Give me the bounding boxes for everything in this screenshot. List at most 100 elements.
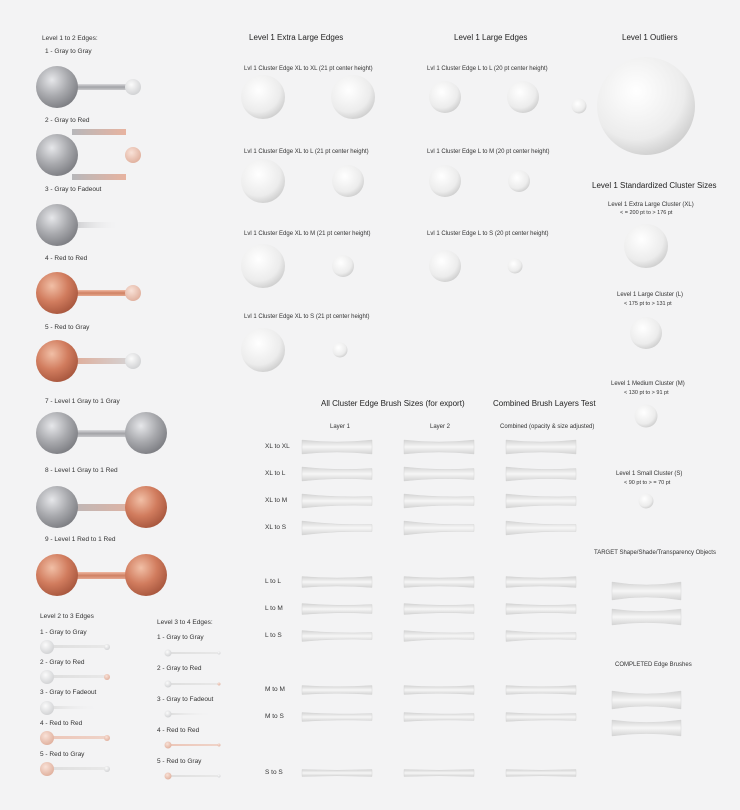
brush-row-label: XL to XL — [265, 443, 290, 450]
level2-red-to-gray — [40, 762, 110, 776]
brush-row-label: XL to L — [265, 470, 286, 477]
edge-label: 4 - Red to Red — [45, 255, 88, 262]
edge-brush-shape — [403, 439, 475, 455]
edge-red-to-red — [36, 272, 141, 314]
brush-row-label: L to M — [265, 605, 283, 612]
level2-to-3-title: Level 2 to 3 Edges — [40, 613, 94, 620]
target-shapes — [611, 581, 682, 737]
edge-level1-gray-to-red — [36, 486, 167, 528]
cluster-range: < = 200 pt to > 176 pt — [620, 210, 673, 216]
edge-brush-shape — [505, 439, 577, 455]
xl-to-s-clusters — [241, 328, 348, 372]
edge-brush-shape — [505, 712, 577, 722]
edge-red-to-gray — [36, 340, 141, 382]
large-edges-title: Level 1 Large Edges — [454, 33, 528, 42]
edge-brush-shape — [403, 603, 475, 615]
edge-brush-shape — [505, 493, 577, 509]
combined-title: Combined Brush Layers Test — [493, 399, 596, 408]
edge-gray-to-red — [36, 129, 141, 180]
level3-gray-to-red — [164, 680, 221, 688]
edge-brush-shape — [403, 466, 475, 482]
level3-gray-to-fadeout — [164, 710, 214, 718]
completed-brush — [611, 690, 682, 710]
edge-label: 1 - Gray to Gray — [40, 629, 87, 636]
target-shape — [611, 608, 682, 626]
cluster-name: Level 1 Small Cluster (S) — [616, 471, 683, 477]
edge-brush-shape — [301, 576, 373, 588]
edge-caption: Lvl 1 Cluster Edge XL to L (21 pt center… — [244, 149, 369, 155]
edge-brush-shape — [301, 712, 373, 722]
edge-brush-shape — [403, 493, 475, 509]
edge-brush-shape — [301, 769, 373, 777]
edge-label: 5 - Red to Gray — [157, 758, 202, 765]
edge-brush-shape — [301, 685, 373, 695]
edge-brush-shape — [301, 520, 373, 536]
edge-brush-shape — [301, 630, 373, 642]
target-title: TARGET Shape/Shade/Transparency Objects — [594, 550, 716, 556]
edge-brush-shape — [301, 466, 373, 482]
edge-level1-red-to-red — [36, 554, 167, 596]
completed-title: COMPLETED Edge Brushes — [615, 662, 692, 668]
xl-edges-title: Level 1 Extra Large Edges — [249, 33, 344, 42]
brush-row-label: XL to S — [265, 524, 287, 531]
edge-label: 7 - Level 1 Gray to 1 Gray — [45, 398, 120, 405]
column-header-combined: Combined (opacity & size adjusted) — [500, 424, 595, 430]
edge-label: 3 - Gray to Fadeout — [40, 689, 97, 696]
cluster-name: Level 1 Large Cluster (L) — [617, 292, 684, 298]
cluster-name: Level 1 Medium Cluster (M) — [611, 381, 685, 387]
completed-brush — [611, 719, 682, 737]
edge-label: 2 - Gray to Red — [157, 665, 202, 672]
edge-label: 5 - Red to Gray — [45, 324, 90, 331]
edge-brush-shape — [301, 493, 373, 509]
edge-caption: Lvl 1 Cluster Edge XL to M (21 pt center… — [244, 231, 371, 237]
level3-red-to-gray — [164, 772, 221, 780]
edge-label: 2 - Gray to Red — [40, 659, 85, 666]
brush-row-label: XL to M — [265, 497, 288, 504]
edge-brush-shape — [505, 466, 577, 482]
xl-to-m-clusters — [241, 244, 354, 288]
edge-brush-shape — [403, 685, 475, 695]
level2-red-to-red — [40, 731, 110, 745]
edge-brush-shape — [505, 576, 577, 588]
edge-caption: Lvl 1 Cluster Edge L to L (20 pt center … — [427, 66, 548, 72]
l-to-s-clusters — [429, 250, 523, 282]
edge-label: 8 - Level 1 Gray to 1 Red — [45, 467, 118, 474]
cluster-range: < 90 pt to > = 70 pt — [624, 480, 671, 486]
edge-gray-to-gray — [36, 66, 141, 108]
outlier-clusters — [571, 57, 695, 155]
edge-label: 1 - Gray to Gray — [45, 48, 92, 55]
cluster-name: Level 1 Extra Large Cluster (XL) — [608, 202, 694, 208]
cluster-sizes-title: Level 1 Standardized Cluster Sizes — [592, 181, 717, 190]
xl-to-l-clusters — [241, 159, 364, 203]
edge-brush-shape — [505, 520, 577, 536]
edge-brush-shape — [403, 576, 475, 588]
edge-brush-shape — [403, 520, 475, 536]
edge-label: 2 - Gray to Red — [45, 117, 90, 124]
brush-row-label: S to S — [265, 769, 283, 776]
edge-caption: Lvl 1 Cluster Edge L to M (20 pt center … — [427, 149, 550, 155]
target-shape — [611, 581, 682, 601]
edge-brush-shape — [301, 603, 373, 615]
cluster-m — [634, 404, 658, 428]
level3-gray-to-gray — [164, 649, 221, 657]
outliers-title: Level 1 Outliers — [622, 33, 678, 42]
edge-brush-shape — [403, 712, 475, 722]
cluster-xl — [624, 224, 668, 268]
edge-caption: Lvl 1 Cluster Edge L to S (20 pt center … — [427, 231, 549, 237]
brush-row-label: L to L — [265, 578, 282, 585]
edge-label: 1 - Gray to Gray — [157, 634, 204, 641]
edge-brush-shape — [505, 769, 577, 777]
column-header-layer1: Layer 1 — [330, 424, 351, 430]
level2-gray-to-gray — [40, 640, 110, 654]
cluster-range: < 130 pt to > 91 pt — [624, 390, 669, 396]
brush-row-label: M to M — [265, 686, 285, 693]
brush-row-label: L to S — [265, 632, 282, 639]
edge-brush-shape — [403, 769, 475, 777]
column-header-layer2: Layer 2 — [430, 424, 451, 430]
level2-gray-to-fadeout — [40, 701, 100, 715]
cluster-range: < 175 pt to > 131 pt — [624, 301, 672, 307]
edge-label: 3 - Gray to Fadeout — [45, 186, 102, 193]
level1-to-2-title: Level 1 to 2 Edges: — [42, 35, 98, 42]
xl-to-xl-clusters — [241, 75, 375, 119]
